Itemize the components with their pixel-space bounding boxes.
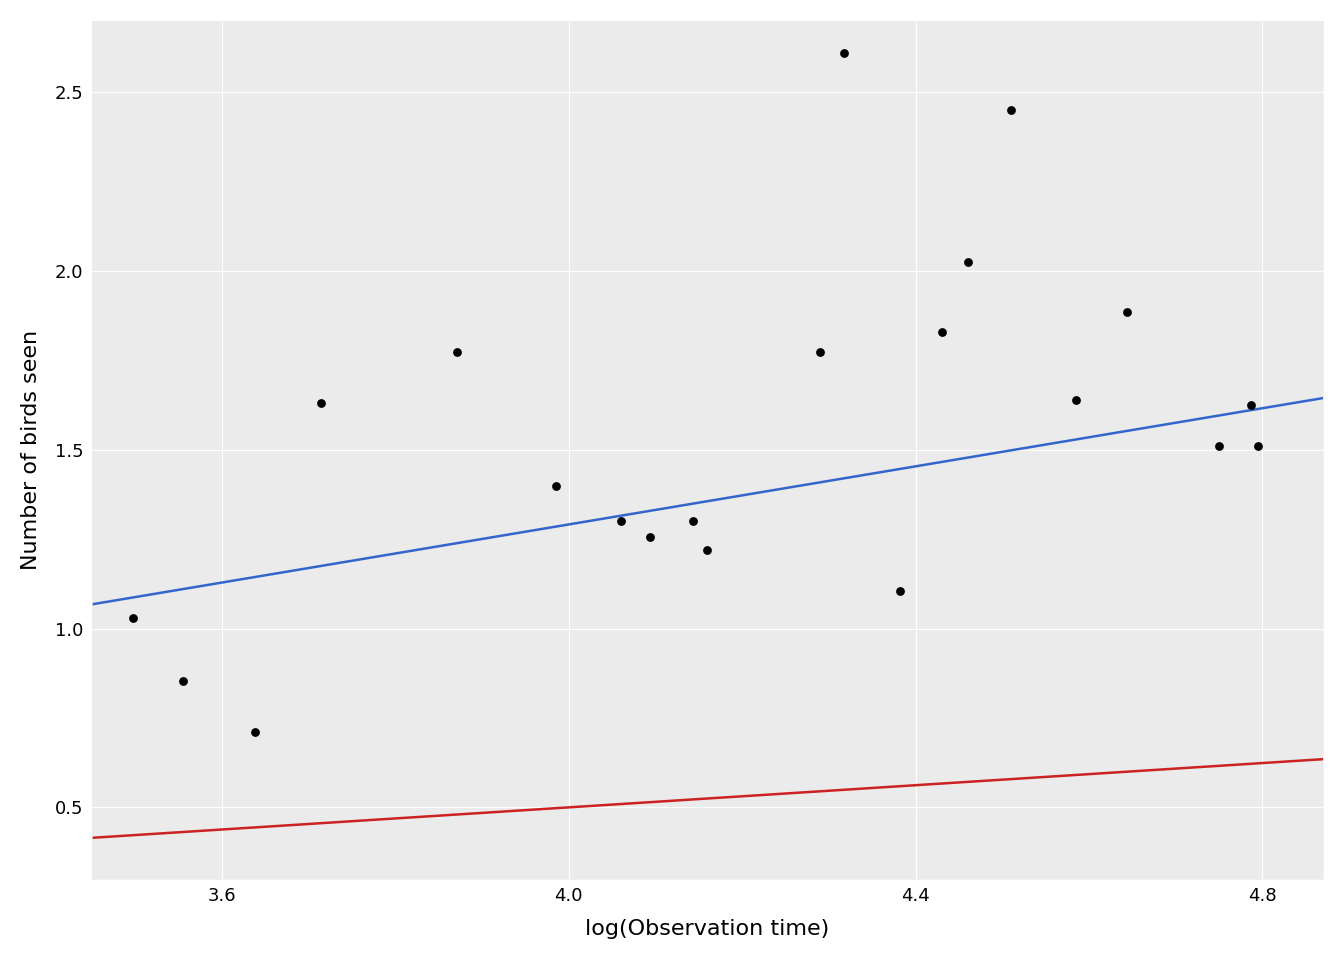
Point	[833, 45, 855, 60]
Point	[1247, 439, 1269, 454]
Point	[681, 514, 703, 529]
Point	[1000, 103, 1021, 118]
Point	[931, 324, 953, 340]
Point	[245, 725, 266, 740]
Point	[957, 254, 978, 270]
Point	[696, 542, 718, 558]
Point	[310, 396, 332, 411]
Point	[446, 344, 468, 359]
Point	[1066, 392, 1087, 407]
Point	[544, 478, 566, 493]
Point	[640, 530, 661, 545]
Point	[809, 344, 831, 359]
Y-axis label: Number of birds seen: Number of birds seen	[22, 330, 40, 570]
Point	[1208, 439, 1230, 454]
Point	[122, 611, 144, 626]
Point	[172, 673, 194, 688]
Point	[1241, 397, 1262, 413]
Point	[610, 514, 632, 529]
X-axis label: log(Observation time): log(Observation time)	[586, 919, 829, 939]
Point	[890, 584, 911, 599]
Point	[1117, 304, 1138, 320]
